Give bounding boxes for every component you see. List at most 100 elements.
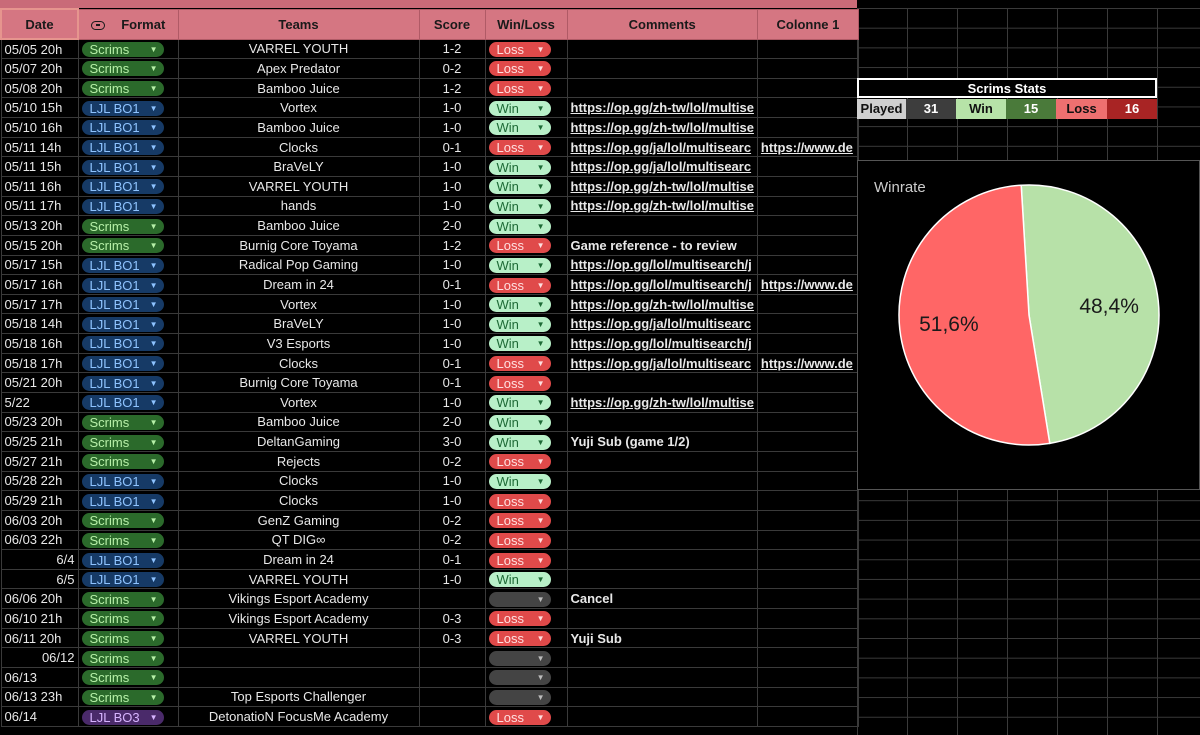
cell-score[interactable]: 1-0 (418, 313, 486, 335)
cell-team[interactable]: Radical Pop Gaming (177, 254, 420, 276)
cell-winloss[interactable]: Loss ▼ (484, 58, 568, 79)
cell-winloss[interactable]: Win ▼ (484, 313, 568, 335)
cell-format[interactable]: LJL BO1 ▼ (77, 156, 179, 177)
format-dropdown[interactable]: LJL BO1 ▼ (81, 100, 164, 116)
winloss-dropdown[interactable]: ▼ (488, 591, 551, 607)
cell-winloss[interactable]: Win ▼ (484, 392, 568, 413)
cell-colonne1[interactable] (756, 372, 859, 394)
winloss-dropdown[interactable]: Win ▼ (488, 218, 551, 234)
winloss-dropdown[interactable]: Loss ▼ (488, 238, 551, 254)
cell-date[interactable]: 05/08 20h (0, 77, 79, 99)
format-dropdown[interactable]: Scrims ▼ (81, 415, 164, 431)
cell-comment[interactable] (566, 706, 758, 727)
format-dropdown[interactable]: Scrims ▼ (81, 61, 164, 77)
cell-team[interactable]: Vikings Esport Academy (177, 608, 420, 629)
format-dropdown[interactable]: LJL BO1 ▼ (81, 473, 164, 489)
cell-format[interactable]: Scrims ▼ (77, 431, 179, 452)
cell-score[interactable]: 1-2 (418, 234, 486, 256)
cell-score[interactable] (418, 588, 486, 610)
cell-team[interactable]: BraVeLY (177, 156, 420, 177)
cell-winloss[interactable]: Loss ▼ (484, 706, 568, 727)
cell-colonne1[interactable] (756, 333, 859, 354)
cell-score[interactable]: 1-0 (418, 97, 486, 119)
winloss-dropdown[interactable]: Win ▼ (488, 120, 551, 136)
cell-format[interactable]: LJL BO1 ▼ (77, 274, 179, 295)
cell-team[interactable]: Rejects (177, 450, 420, 472)
winloss-dropdown[interactable]: Loss ▼ (488, 532, 551, 548)
cell-colonne1[interactable] (756, 706, 859, 727)
cell-comment[interactable] (566, 647, 758, 668)
format-dropdown[interactable]: Scrims ▼ (81, 532, 164, 548)
cell-score[interactable]: 3-0 (418, 431, 486, 452)
cell-team[interactable]: Bamboo Juice (177, 411, 420, 433)
cell-date[interactable]: 06/12 (0, 647, 79, 668)
cell-comment[interactable]: Yuji Sub (game 1/2) (566, 431, 758, 452)
cell-score[interactable]: 0-1 (418, 274, 486, 295)
cell-winloss[interactable]: Loss ▼ (484, 529, 568, 551)
format-dropdown[interactable]: Scrims ▼ (81, 689, 164, 705)
winloss-dropdown[interactable]: Loss ▼ (488, 61, 551, 77)
cell-winloss[interactable]: Loss ▼ (484, 38, 568, 60)
cell-team[interactable]: Burnig Core Toyama (177, 234, 420, 256)
cell-comment[interactable] (566, 38, 758, 60)
cell-date[interactable]: 05/07 20h (0, 58, 79, 79)
cell-team[interactable]: BraVeLY (177, 313, 420, 335)
cell-comment[interactable] (566, 568, 758, 590)
cell-comment[interactable] (566, 411, 758, 433)
cell-date[interactable]: 06/10 21h (0, 608, 79, 629)
format-dropdown[interactable]: LJL BO1 ▼ (81, 120, 164, 136)
cell-score[interactable]: 1-0 (418, 470, 486, 492)
format-dropdown[interactable]: Scrims ▼ (81, 591, 164, 607)
cell-score[interactable]: 1-0 (418, 117, 486, 138)
cell-date[interactable]: 05/29 21h (0, 490, 79, 511)
cell-team[interactable]: Vortex (177, 392, 420, 413)
cell-winloss[interactable]: Loss ▼ (484, 627, 568, 649)
cell-team[interactable]: V3 Esports (177, 333, 420, 354)
cell-format[interactable]: Scrims ▼ (77, 647, 179, 668)
cell-colonne1[interactable]: https://www.de (756, 352, 859, 374)
cell-winloss[interactable]: Win ▼ (484, 215, 568, 236)
cell-colonne1[interactable] (756, 608, 859, 629)
cell-format[interactable]: LJL BO1 ▼ (77, 372, 179, 394)
winloss-dropdown[interactable]: Win ▼ (488, 179, 551, 195)
cell-colonne1[interactable]: https://www.de (756, 274, 859, 295)
format-dropdown[interactable]: Scrims ▼ (81, 513, 164, 529)
cell-colonne1[interactable] (756, 117, 859, 138)
winloss-dropdown[interactable]: Win ▼ (488, 415, 551, 431)
winloss-dropdown[interactable]: Win ▼ (488, 395, 551, 411)
winloss-dropdown[interactable]: Loss ▼ (488, 611, 551, 627)
cell-score[interactable]: 1-2 (418, 38, 486, 60)
cell-format[interactable]: LJL BO1 ▼ (77, 333, 179, 354)
cell-date[interactable]: 05/17 17h (0, 293, 79, 315)
cell-team[interactable]: GenZ Gaming (177, 509, 420, 531)
cell-format[interactable]: Scrims ▼ (77, 627, 179, 649)
cell-score[interactable]: 1-0 (418, 293, 486, 315)
cell-date[interactable]: 05/11 17h (0, 195, 79, 217)
cell-colonne1[interactable] (756, 647, 859, 668)
format-dropdown[interactable]: LJL BO1 ▼ (81, 395, 164, 411)
cell-colonne1[interactable] (756, 549, 859, 570)
cell-team[interactable]: DeltanGaming (177, 431, 420, 452)
format-dropdown[interactable]: Scrims ▼ (81, 631, 164, 647)
winloss-dropdown[interactable]: Win ▼ (488, 100, 551, 116)
cell-comment[interactable] (566, 215, 758, 236)
cell-format[interactable]: Scrims ▼ (77, 411, 179, 433)
cell-winloss[interactable]: Loss ▼ (484, 274, 568, 295)
cell-score[interactable] (418, 667, 486, 688)
cell-format[interactable]: Scrims ▼ (77, 77, 179, 99)
cell-format[interactable]: LJL BO1 ▼ (77, 117, 179, 138)
format-dropdown[interactable]: LJL BO1 ▼ (81, 297, 164, 313)
cell-team[interactable]: QT DIG∞ (177, 529, 420, 551)
cell-team[interactable]: Bamboo Juice (177, 77, 420, 99)
cell-team[interactable]: VARREL YOUTH (177, 38, 420, 60)
loss-value[interactable]: 16 (1107, 99, 1157, 119)
cell-comment[interactable] (566, 58, 758, 79)
header-colonne1[interactable]: Colonne 1 (756, 8, 859, 40)
cell-date[interactable]: 05/05 20h (0, 38, 79, 60)
header-winloss[interactable]: Win/Loss (484, 8, 568, 40)
format-dropdown[interactable]: LJL BO1 ▼ (81, 356, 164, 372)
header-date[interactable]: Date (0, 8, 79, 40)
header-teams[interactable]: Teams (177, 8, 420, 40)
cell-colonne1[interactable] (756, 529, 859, 551)
format-dropdown[interactable]: LJL BO1 ▼ (81, 552, 164, 568)
